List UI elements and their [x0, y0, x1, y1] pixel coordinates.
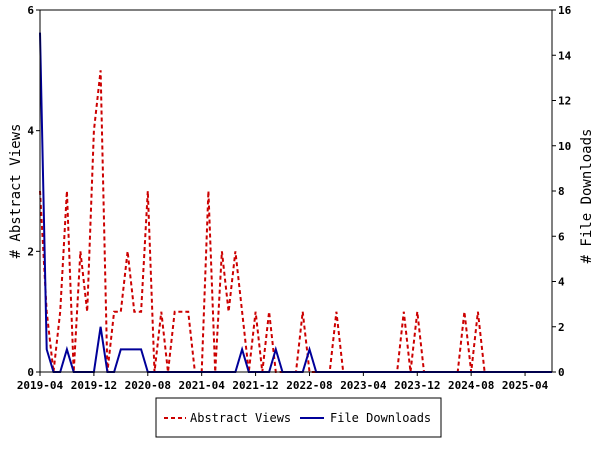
right-tick-label: 4 — [558, 276, 565, 289]
right-tick-label: 10 — [558, 140, 571, 153]
x-tick-label: 2024-08 — [448, 379, 494, 392]
series-line-abstract-views — [39, 70, 552, 373]
left-axis: 0 2 4 6 — [27, 4, 40, 379]
right-tick-label: 6 — [558, 230, 565, 243]
legend: Abstract Views File Downloads — [155, 397, 442, 438]
x-tick-label: 2022-08 — [286, 379, 332, 392]
legend-label-file-downloads: File Downloads — [330, 411, 431, 425]
left-tick-label: 4 — [27, 125, 34, 138]
legend-box — [155, 397, 442, 438]
series-line-file-downloads — [39, 32, 552, 373]
x-tick-label: 2019-04 — [17, 379, 64, 392]
legend-label-abstract-views: Abstract Views — [190, 411, 291, 425]
x-tick-label: 2023-12 — [394, 379, 440, 392]
left-tick-label: 2 — [27, 245, 34, 258]
right-axis: 0 2 4 6 8 10 12 14 16 — [552, 4, 572, 379]
x-tick-label: 2019-12 — [71, 379, 117, 392]
left-tick-label: 0 — [27, 366, 34, 379]
x-axis: 2019-04 2019-12 2020-08 2021-04 2021-12 2022-… — [17, 372, 549, 392]
x-tick-label: 2025-04 — [502, 379, 549, 392]
plot-frame — [39, 9, 553, 373]
y-axis-title-left: # Abstract Views — [8, 124, 24, 259]
plot-lines — [39, 32, 552, 373]
right-tick-label: 8 — [558, 185, 565, 198]
x-tick-label: 2020-08 — [125, 379, 171, 392]
right-tick-label: 12 — [558, 95, 571, 108]
right-tick-label: 14 — [558, 49, 572, 62]
right-tick-label: 0 — [558, 366, 565, 379]
x-tick-label: 2021-12 — [232, 379, 278, 392]
right-tick-label: 16 — [558, 4, 572, 17]
y-axis-title-right: # File Downloads — [579, 129, 595, 264]
x-tick-label: 2021-04 — [179, 379, 226, 392]
right-tick-label: 2 — [558, 321, 565, 334]
left-tick-label: 6 — [27, 4, 34, 17]
x-tick-label: 2023-04 — [340, 379, 387, 392]
